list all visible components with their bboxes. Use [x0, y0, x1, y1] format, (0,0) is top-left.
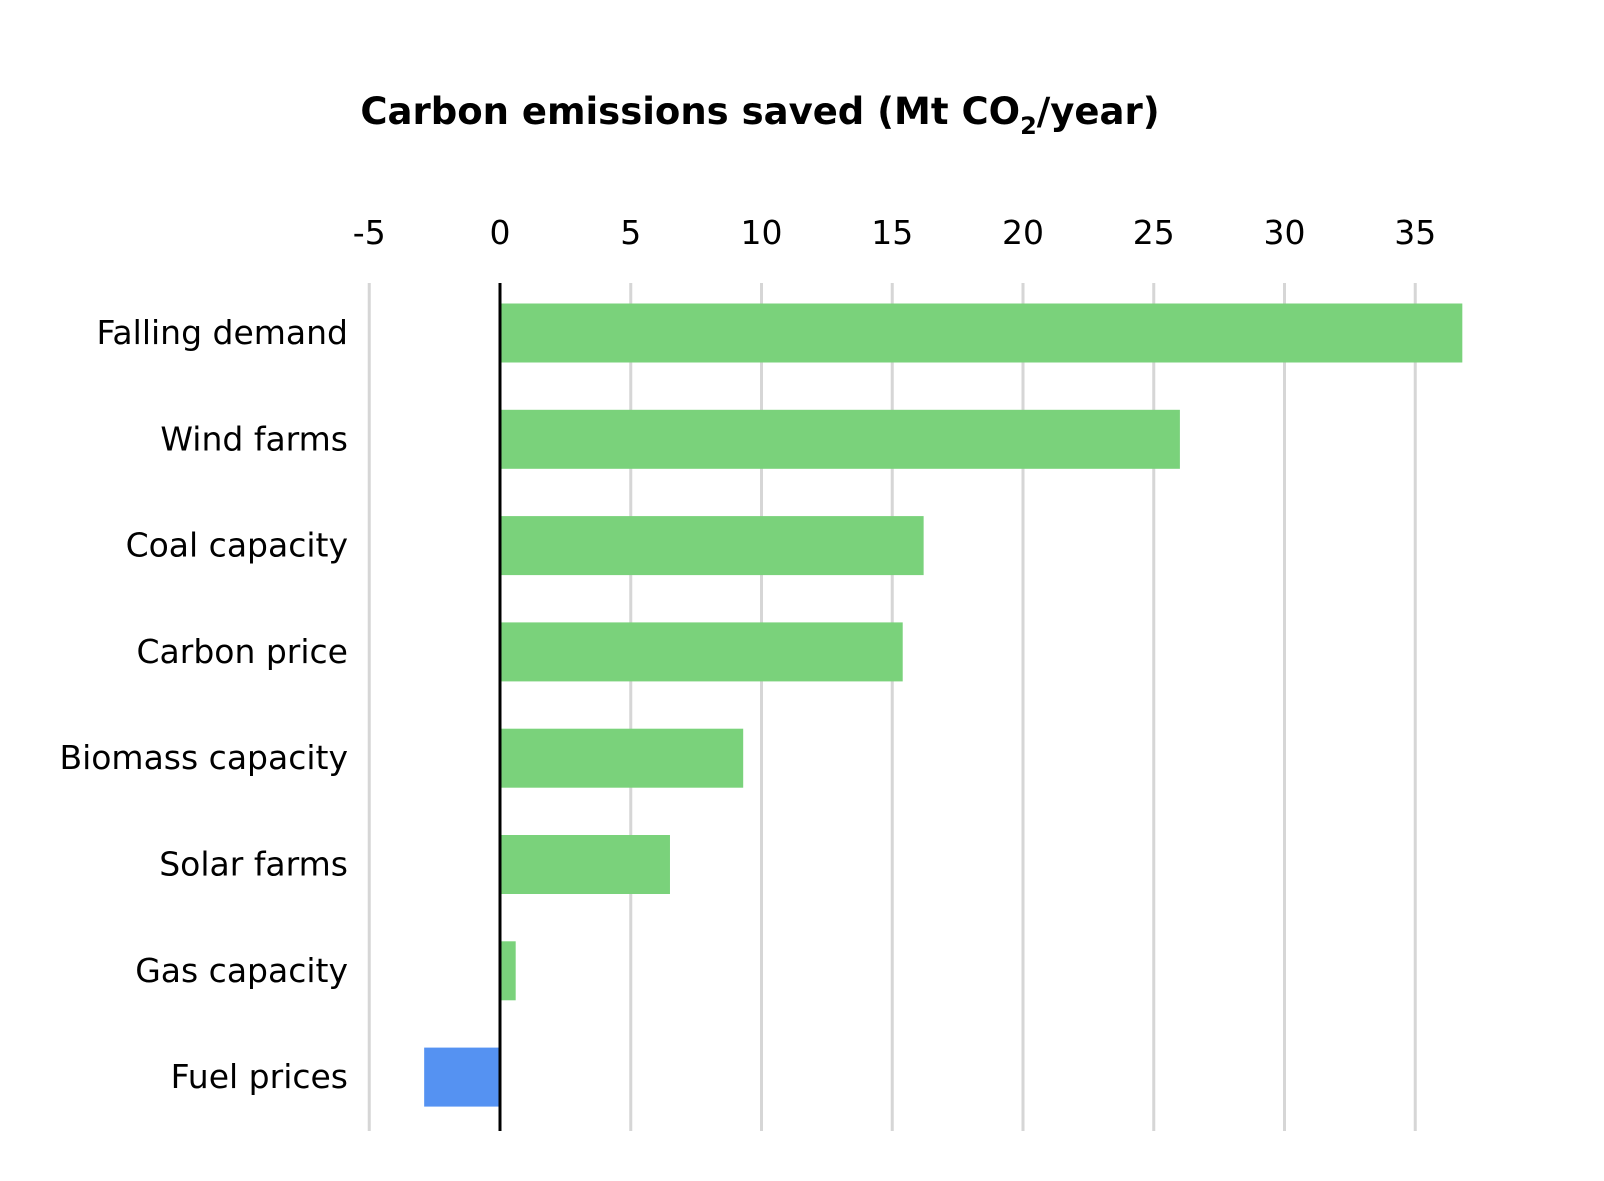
category-label: Biomass capacity	[59, 738, 348, 777]
bar	[500, 516, 924, 576]
chart-title-main: Carbon emissions saved (Mt CO	[360, 90, 1020, 133]
category-label: Falling demand	[96, 313, 348, 352]
category-label: Gas capacity	[135, 951, 348, 990]
x-tick-label: 20	[1002, 213, 1044, 252]
bar	[500, 303, 1463, 363]
category-label: Wind farms	[160, 419, 348, 458]
x-tick-label: 0	[490, 213, 511, 252]
bar	[500, 728, 744, 788]
x-tick-label: 35	[1394, 213, 1436, 252]
bar	[500, 409, 1180, 469]
category-label: Carbon price	[136, 632, 348, 671]
bar	[500, 622, 903, 682]
bar	[424, 1047, 500, 1107]
x-tick-label: 30	[1264, 213, 1306, 252]
x-tick-label: 10	[741, 213, 783, 252]
x-tick-label: -5	[353, 213, 386, 252]
bar	[500, 941, 516, 1001]
category-label: Solar farms	[159, 845, 348, 884]
bar	[500, 835, 670, 894]
x-tick-label: 15	[871, 213, 913, 252]
chart-title-subscript: 2	[1020, 112, 1037, 140]
chart-title: Carbon emissions saved (Mt CO2/year)	[360, 90, 1159, 140]
chart-title-suffix: /year)	[1037, 90, 1160, 133]
category-labels: Falling demand Wind farms Coal capacity Car…	[59, 313, 348, 1096]
x-tick-label: 25	[1133, 213, 1175, 252]
bars	[424, 303, 1463, 1107]
category-label: Coal capacity	[126, 526, 348, 565]
axis: -5 0 5 10 15 20 25 30 35	[353, 213, 1436, 1131]
x-tick-label: 5	[620, 213, 641, 252]
category-label: Fuel prices	[171, 1057, 348, 1096]
